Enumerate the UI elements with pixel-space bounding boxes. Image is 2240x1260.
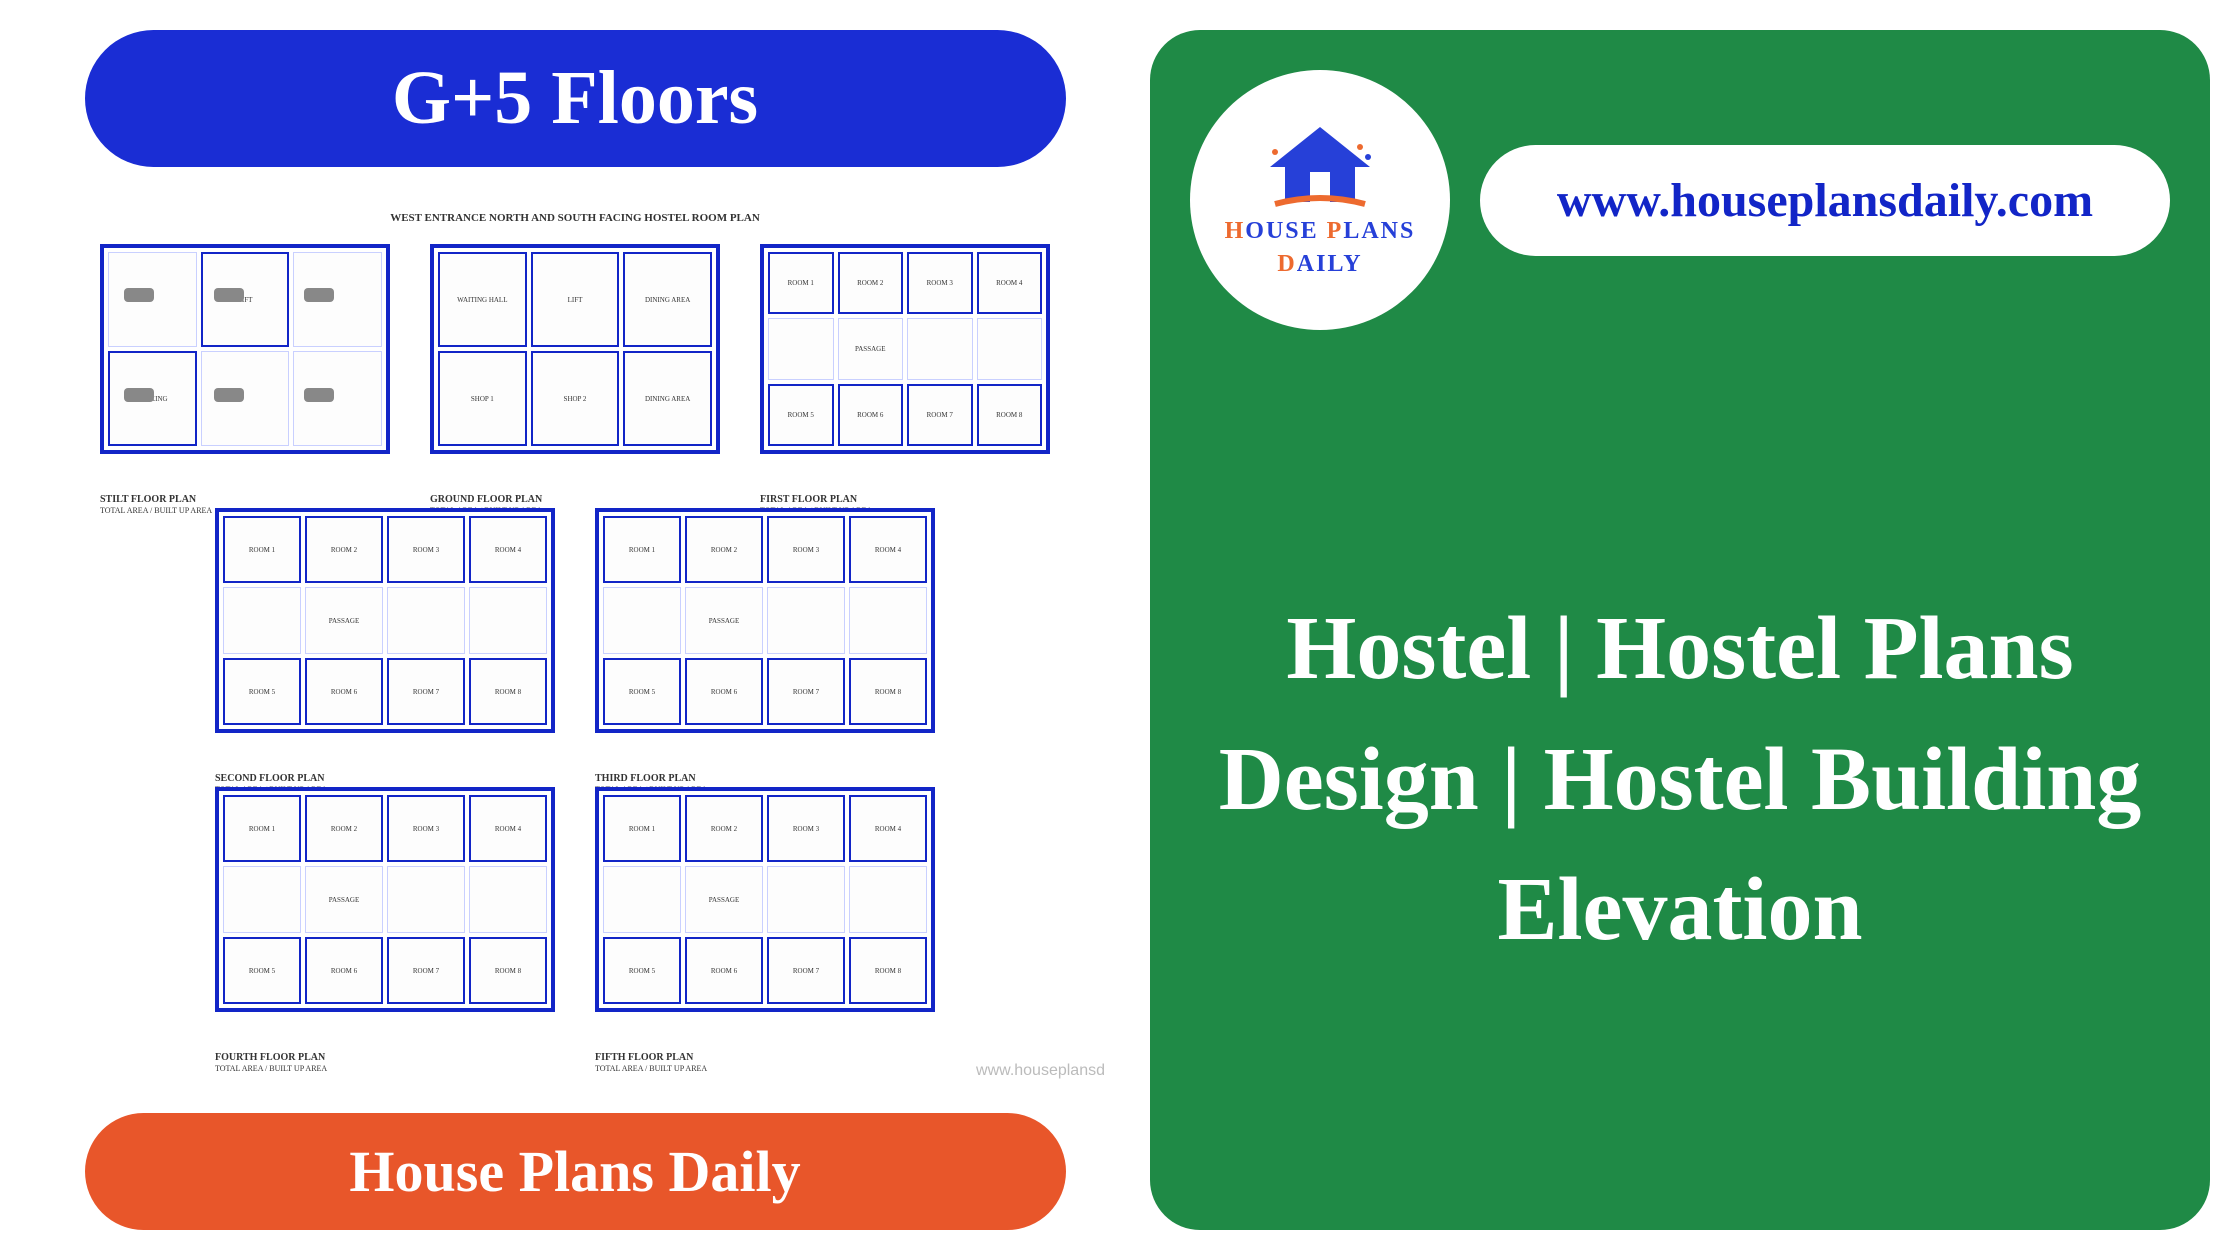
plan-room: ROOM 5 xyxy=(223,937,301,1004)
right-panel: HOUSE PLANS DAILY www.houseplansdaily.co… xyxy=(1150,30,2210,1230)
floor-plan: ROOM 1ROOM 2ROOM 3ROOM 4PASSAGEROOM 5ROO… xyxy=(760,244,1050,488)
plan-room xyxy=(223,866,301,933)
plan-room: DINING AREA xyxy=(623,351,712,446)
plan-room: ROOM 3 xyxy=(767,516,845,583)
plan-room xyxy=(603,866,681,933)
floors-badge: G+5 Floors xyxy=(85,30,1066,167)
plan-room: ROOM 3 xyxy=(907,252,973,314)
plan-room: ROOM 2 xyxy=(838,252,904,314)
plan-room: ROOM 3 xyxy=(387,795,465,862)
logo-circle: HOUSE PLANS DAILY xyxy=(1190,70,1450,330)
website-url[interactable]: www.houseplansdaily.com xyxy=(1480,145,2170,256)
logo-text-line2: DAILY xyxy=(1277,251,1362,278)
plan-room: LIFT xyxy=(531,252,620,347)
plan-room xyxy=(469,587,547,654)
plan-room: ROOM 2 xyxy=(305,795,383,862)
plan-room: ROOM 5 xyxy=(223,658,301,725)
plan-label: FOURTH FLOOR PLANTOTAL AREA / BUILT UP A… xyxy=(215,1046,327,1074)
plan-room xyxy=(223,587,301,654)
plan-room: ROOM 6 xyxy=(838,384,904,446)
floor-plan: ROOM 1ROOM 2ROOM 3ROOM 4PASSAGEROOM 5ROO… xyxy=(215,787,555,1046)
plan-room xyxy=(469,866,547,933)
plan-room: PASSAGE xyxy=(838,318,904,380)
plan-label: FIFTH FLOOR PLANTOTAL AREA / BUILT UP AR… xyxy=(595,1046,707,1074)
plan-room: ROOM 4 xyxy=(849,795,927,862)
floor-plan: ROOM 1ROOM 2ROOM 3ROOM 4PASSAGEROOM 5ROO… xyxy=(215,508,555,767)
plan-room xyxy=(767,866,845,933)
plan-room: ROOM 7 xyxy=(767,658,845,725)
plan-room: PASSAGE xyxy=(685,587,763,654)
plan-room: ROOM 1 xyxy=(223,795,301,862)
house-logo-icon xyxy=(1260,122,1380,212)
floor-plan: ROOM 1ROOM 2ROOM 3ROOM 4PASSAGEROOM 5ROO… xyxy=(595,787,935,1046)
plan-room: ROOM 1 xyxy=(223,516,301,583)
plan-room: PASSAGE xyxy=(305,587,383,654)
plan-room: ROOM 8 xyxy=(469,937,547,1004)
floor-plans-area: WEST ENTRANCE NORTH AND SOUTH FACING HOS… xyxy=(30,192,1120,1066)
brand-badge: House Plans Daily xyxy=(85,1113,1066,1230)
plan-room: ROOM 3 xyxy=(767,795,845,862)
plan-room: ROOM 7 xyxy=(767,937,845,1004)
plan-room xyxy=(767,587,845,654)
plan-room: ROOM 1 xyxy=(603,795,681,862)
plan-room xyxy=(387,587,465,654)
floor-plan: ROOM 1ROOM 2ROOM 3ROOM 4PASSAGEROOM 5ROO… xyxy=(595,508,935,767)
floor-plan: LIFTPARKINGSTILT FLOOR PLANTOTAL AREA / … xyxy=(100,244,390,488)
plan-room: ROOM 4 xyxy=(469,516,547,583)
plan-room: ROOM 1 xyxy=(768,252,834,314)
plan-room: ROOM 8 xyxy=(849,937,927,1004)
plan-room: PASSAGE xyxy=(685,866,763,933)
plan-room: ROOM 5 xyxy=(603,658,681,725)
plan-room: ROOM 3 xyxy=(387,516,465,583)
plan-room: ROOM 6 xyxy=(305,658,383,725)
plan-room xyxy=(907,318,973,380)
plan-room xyxy=(849,866,927,933)
plan-room: WAITING HALL xyxy=(438,252,527,347)
plan-room xyxy=(768,318,834,380)
logo-text-line1: HOUSE PLANS xyxy=(1225,218,1416,245)
main-title: Hostel | Hostel Plans Design | Hostel Bu… xyxy=(1190,370,2170,1190)
plan-room: SHOP 2 xyxy=(531,351,620,446)
plan-row: LIFTPARKINGSTILT FLOOR PLANTOTAL AREA / … xyxy=(40,244,1110,488)
plan-label: STILT FLOOR PLANTOTAL AREA / BUILT UP AR… xyxy=(100,488,212,516)
plan-room: ROOM 4 xyxy=(977,252,1043,314)
plan-room xyxy=(849,587,927,654)
right-header: HOUSE PLANS DAILY www.houseplansdaily.co… xyxy=(1190,70,2170,330)
plans-header: WEST ENTRANCE NORTH AND SOUTH FACING HOS… xyxy=(390,212,760,224)
plan-room: ROOM 6 xyxy=(685,658,763,725)
plans-container: WEST ENTRANCE NORTH AND SOUTH FACING HOS… xyxy=(30,192,1120,1088)
plan-room: ROOM 7 xyxy=(387,937,465,1004)
floor-plan: WAITING HALLLIFTDINING AREA SHOP 1SHOP 2D… xyxy=(430,244,720,488)
plan-room: DINING AREA xyxy=(623,252,712,347)
plan-room: ROOM 2 xyxy=(305,516,383,583)
plan-room: PASSAGE xyxy=(305,866,383,933)
plan-room: ROOM 2 xyxy=(685,516,763,583)
plan-room: ROOM 8 xyxy=(977,384,1043,446)
watermark-text: www.houseplansd xyxy=(976,1062,1105,1080)
plan-room: ROOM 1 xyxy=(603,516,681,583)
plan-room xyxy=(387,866,465,933)
plan-room: ROOM 7 xyxy=(387,658,465,725)
plan-room: ROOM 6 xyxy=(685,937,763,1004)
left-column: G+5 Floors WEST ENTRANCE NORTH AND SOUTH… xyxy=(30,30,1120,1230)
plan-room: ROOM 5 xyxy=(603,937,681,1004)
plan-row: ROOM 1ROOM 2ROOM 3ROOM 4PASSAGEROOM 5ROO… xyxy=(40,787,1110,1046)
plan-room xyxy=(603,587,681,654)
plan-room xyxy=(977,318,1043,380)
plan-room: ROOM 8 xyxy=(849,658,927,725)
plan-room: ROOM 7 xyxy=(907,384,973,446)
plan-room: ROOM 8 xyxy=(469,658,547,725)
plan-room: ROOM 4 xyxy=(849,516,927,583)
plan-room: SHOP 1 xyxy=(438,351,527,446)
plan-room: ROOM 2 xyxy=(685,795,763,862)
plan-room: ROOM 4 xyxy=(469,795,547,862)
plan-row: ROOM 1ROOM 2ROOM 3ROOM 4PASSAGEROOM 5ROO… xyxy=(40,508,1110,767)
plan-room: ROOM 6 xyxy=(305,937,383,1004)
plan-room: ROOM 5 xyxy=(768,384,834,446)
